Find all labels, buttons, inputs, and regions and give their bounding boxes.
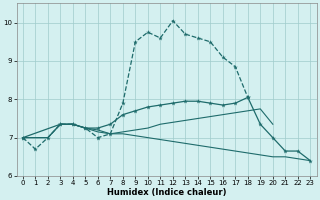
- X-axis label: Humidex (Indice chaleur): Humidex (Indice chaleur): [107, 188, 226, 197]
